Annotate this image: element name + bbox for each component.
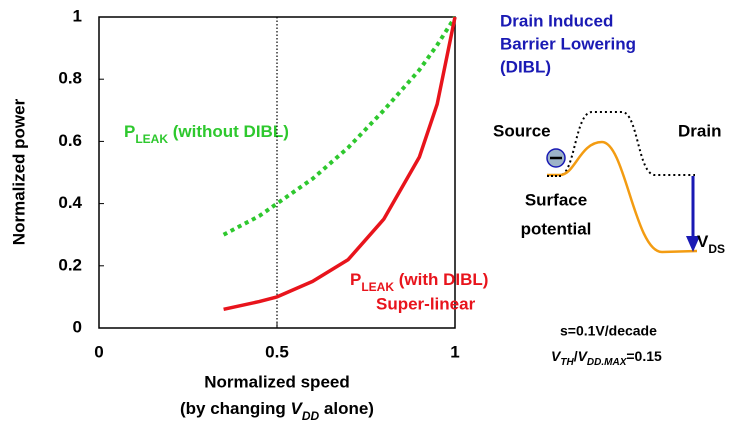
label-part: TH — [560, 357, 574, 368]
label-part: V — [578, 348, 589, 364]
x-tick-label: 0 — [94, 342, 103, 361]
y-tick-label: 0.6 — [58, 131, 82, 150]
series-label: PLEAK (without DIBL) — [124, 122, 289, 146]
x-axis-label: Normalized speed — [204, 372, 350, 391]
label-part: (by changing — [180, 399, 291, 418]
label-part: DS — [708, 242, 725, 256]
x-axis-label-2: (by changing VDD alone) — [180, 399, 374, 423]
label-part: LEAK — [135, 132, 168, 146]
surface-label: potential — [521, 219, 592, 238]
y-tick-label: 0.2 — [58, 255, 82, 274]
barrier-with-bias — [547, 140, 698, 254]
vds-label: VDS — [697, 232, 725, 256]
surface-label: Surface — [525, 190, 587, 209]
series-note: Super-linear — [376, 294, 476, 313]
label-part: LEAK — [361, 280, 394, 294]
slope-label: s=0.1V/decade — [560, 323, 657, 339]
series-line — [223, 16, 457, 312]
y-tick-label: 0.8 — [58, 69, 82, 88]
x-tick-label: 0.5 — [265, 342, 289, 361]
x-tick-label: 1 — [450, 342, 459, 361]
label-part: P — [124, 122, 135, 141]
diagram-title: (DIBL) — [500, 57, 551, 76]
diagram-title: Barrier Lowering — [500, 34, 636, 53]
label-part: (without DIBL) — [168, 122, 289, 141]
y-axis-label: Normalized power — [9, 98, 28, 245]
label-part: P — [350, 270, 361, 289]
label-part: (with DIBL) — [394, 270, 488, 289]
y-tick-label: 1 — [73, 6, 82, 25]
series-line — [222, 15, 457, 237]
y-tick-label: 0 — [73, 317, 82, 336]
drain-label: Drain — [678, 121, 721, 140]
ratio-label: VTH/VDD.MAX=0.15 — [551, 348, 662, 368]
diagram-title: Drain Induced — [500, 11, 613, 30]
label-part: / — [574, 348, 578, 364]
label-part: alone) — [319, 399, 374, 418]
label-part: V — [291, 399, 304, 418]
y-tick-label: 0.4 — [58, 193, 82, 212]
label-part: DD.MAX — [587, 357, 628, 368]
label-part: DD — [302, 409, 320, 423]
label-part: V — [697, 232, 709, 251]
label-part: V — [551, 348, 562, 364]
source-label: Source — [493, 121, 551, 140]
label-part: =0.15 — [626, 348, 662, 364]
dibl-diagram: Drain Induced Barrier Lowering (DIBL) So… — [493, 11, 725, 368]
vds-arrow-head — [686, 236, 700, 252]
series-label: PLEAK (with DIBL) — [350, 270, 488, 294]
barrier-no-bias — [547, 111, 695, 176]
